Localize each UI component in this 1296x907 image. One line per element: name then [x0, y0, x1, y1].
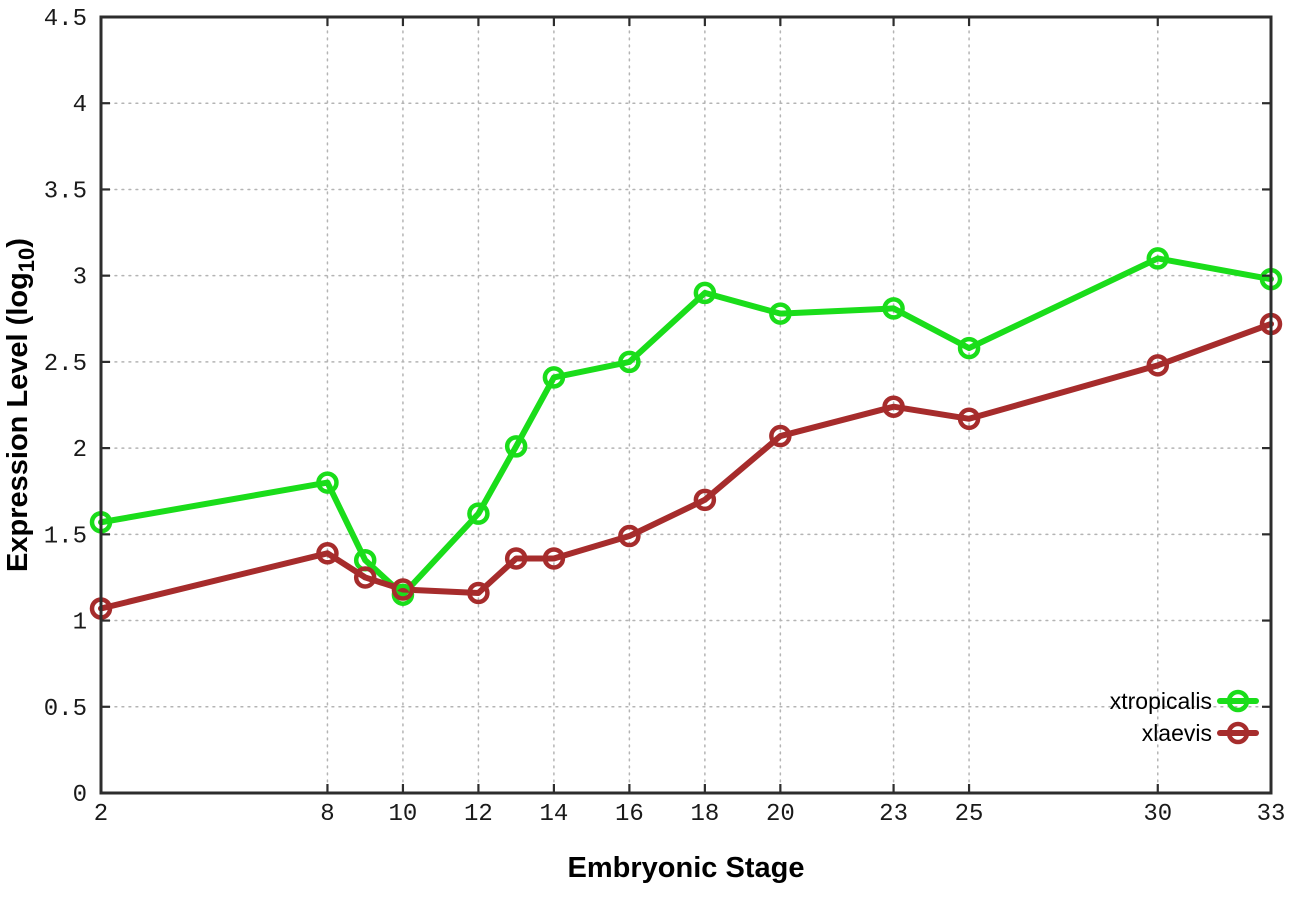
- data-point-xtropicalis: [504, 435, 528, 458]
- x-tick-label: 16: [615, 801, 644, 828]
- data-point-xlaevis: [1146, 354, 1170, 377]
- plot-frame: [99, 15, 1273, 795]
- series-layer: [89, 247, 1283, 620]
- x-tick-label: 12: [464, 801, 493, 828]
- data-point-xtropicalis: [467, 502, 490, 525]
- x-tick-label: 2: [94, 801, 108, 828]
- x-tick-label: 8: [320, 801, 334, 828]
- data-point-xlaevis: [391, 578, 415, 601]
- y-tick-label: 3.5: [44, 178, 87, 205]
- data-point-xlaevis: [353, 566, 377, 589]
- data-point-xtropicalis: [769, 302, 792, 325]
- tick-labels: 2 8 10 12 14 16 18 20 23 25 30 33 0 0.5 1 1.5 2 2.5 3 3.5 4 4…: [44, 6, 1286, 828]
- data-point-xtropicalis: [542, 366, 566, 389]
- y-tick-label: 2: [73, 437, 87, 464]
- x-tick-label: 23: [879, 801, 908, 828]
- data-point-xlaevis: [542, 547, 566, 570]
- data-point-xtropicalis: [957, 336, 981, 360]
- x-tick-label: 20: [766, 801, 795, 828]
- x-tick-label: 33: [1257, 801, 1286, 828]
- data-point-xlaevis: [957, 407, 981, 431]
- y-tick-label: 1: [73, 610, 87, 637]
- y-axis-title: Expression Level (log10): [2, 238, 39, 572]
- legend-label-xlaevis: xlaevis: [1142, 720, 1212, 746]
- data-point-xlaevis: [504, 547, 528, 570]
- data-point-xtropicalis: [693, 281, 717, 305]
- x-tick-label: 10: [389, 801, 418, 828]
- y-tick-label: 3: [73, 265, 87, 292]
- y-tick-label: 2.5: [44, 351, 87, 378]
- data-point-xlaevis: [618, 524, 641, 548]
- axis-titles: Embryonic Stage Expression Level (log10): [2, 238, 804, 884]
- data-point-xlaevis: [316, 542, 339, 565]
- y-tick-label: 4.5: [44, 6, 87, 33]
- legend-label-xtropicalis: xtropicalis: [1110, 688, 1212, 714]
- x-tick-label: 30: [1143, 801, 1172, 828]
- legend-sample-marker-xtropicalis: [1226, 689, 1250, 713]
- series-line-xtropicalis: [98, 255, 1274, 598]
- data-point-xtropicalis: [618, 350, 641, 374]
- legend-sample-marker-xlaevis: [1226, 721, 1250, 745]
- plot-border: [99, 15, 1273, 795]
- x-tick-label: 25: [955, 801, 984, 828]
- legend: xtropicalis xlaevis: [1110, 688, 1259, 746]
- data-point-xtropicalis: [316, 471, 339, 494]
- y-tick-label: 0.5: [44, 696, 87, 723]
- data-point-xlaevis: [467, 581, 490, 605]
- series-line-xlaevis: [98, 320, 1274, 612]
- data-point-xtropicalis: [882, 297, 905, 320]
- x-tick-label: 18: [690, 801, 719, 828]
- x-tick-label: 14: [539, 801, 568, 828]
- y-tick-label: 4: [73, 92, 87, 119]
- gridlines: [100, 16, 1272, 794]
- data-point-xtropicalis: [1146, 247, 1170, 270]
- y-tick-label: 1.5: [44, 523, 87, 550]
- y-tick-label: 0: [73, 782, 87, 809]
- x-axis-title: Embryonic Stage: [568, 852, 805, 884]
- data-point-xlaevis: [693, 488, 717, 512]
- data-point-xlaevis: [769, 424, 792, 448]
- data-point-xlaevis: [882, 395, 905, 418]
